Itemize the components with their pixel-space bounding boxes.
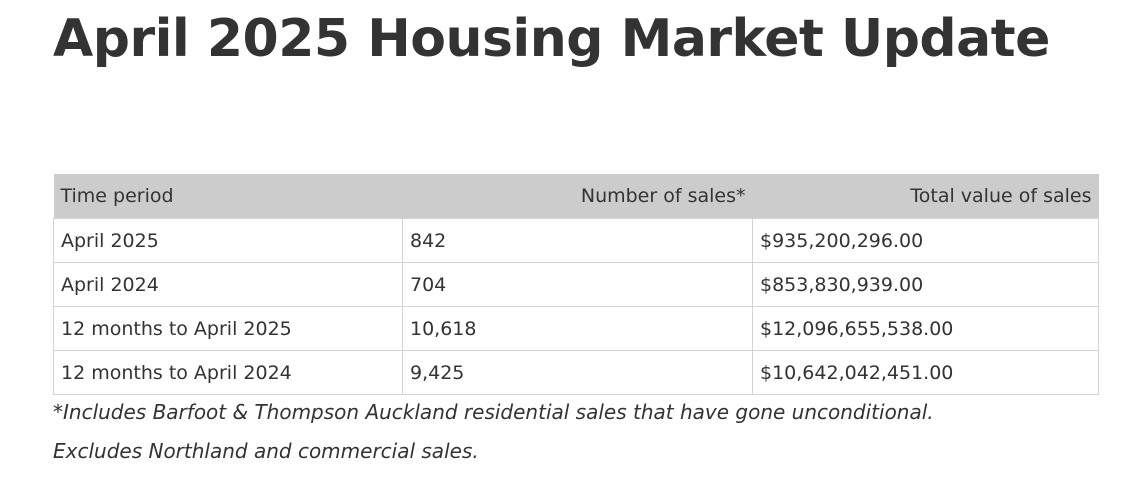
cell-time-period: April 2025 <box>53 218 403 263</box>
table-row: 12 months to April 2024 9,425 $10,642,04… <box>53 350 1099 395</box>
table-row: April 2025 842 $935,200,296.00 <box>53 218 1099 263</box>
cell-time-period: 12 months to April 2024 <box>53 350 403 395</box>
cell-number-of-sales: 704 <box>402 262 753 307</box>
cell-total-value: $12,096,655,538.00 <box>752 306 1099 351</box>
cell-total-value: $10,642,042,451.00 <box>752 350 1099 395</box>
cell-number-of-sales: 10,618 <box>402 306 753 351</box>
cell-total-value: $935,200,296.00 <box>752 218 1099 263</box>
table-row: April 2024 704 $853,830,939.00 <box>53 262 1099 307</box>
cell-total-value: $853,830,939.00 <box>752 262 1099 307</box>
header-number-of-sales: Number of sales* <box>402 174 753 219</box>
cell-time-period: April 2024 <box>53 262 403 307</box>
header-time-period: Time period <box>53 174 403 219</box>
footnote-excludes: Excludes Northland and commercial sales. <box>53 439 479 463</box>
sales-table: Time period Number of sales* Total value… <box>53 174 1099 395</box>
cell-number-of-sales: 9,425 <box>402 350 753 395</box>
table-header-row: Time period Number of sales* Total value… <box>53 174 1099 219</box>
footnote-includes: *Includes Barfoot & Thompson Auckland re… <box>53 400 934 424</box>
table-row: 12 months to April 2025 10,618 $12,096,6… <box>53 306 1099 351</box>
cell-time-period: 12 months to April 2025 <box>53 306 403 351</box>
header-total-value: Total value of sales <box>752 174 1099 219</box>
page-title: April 2025 Housing Market Update <box>53 9 1050 69</box>
cell-number-of-sales: 842 <box>402 218 753 263</box>
